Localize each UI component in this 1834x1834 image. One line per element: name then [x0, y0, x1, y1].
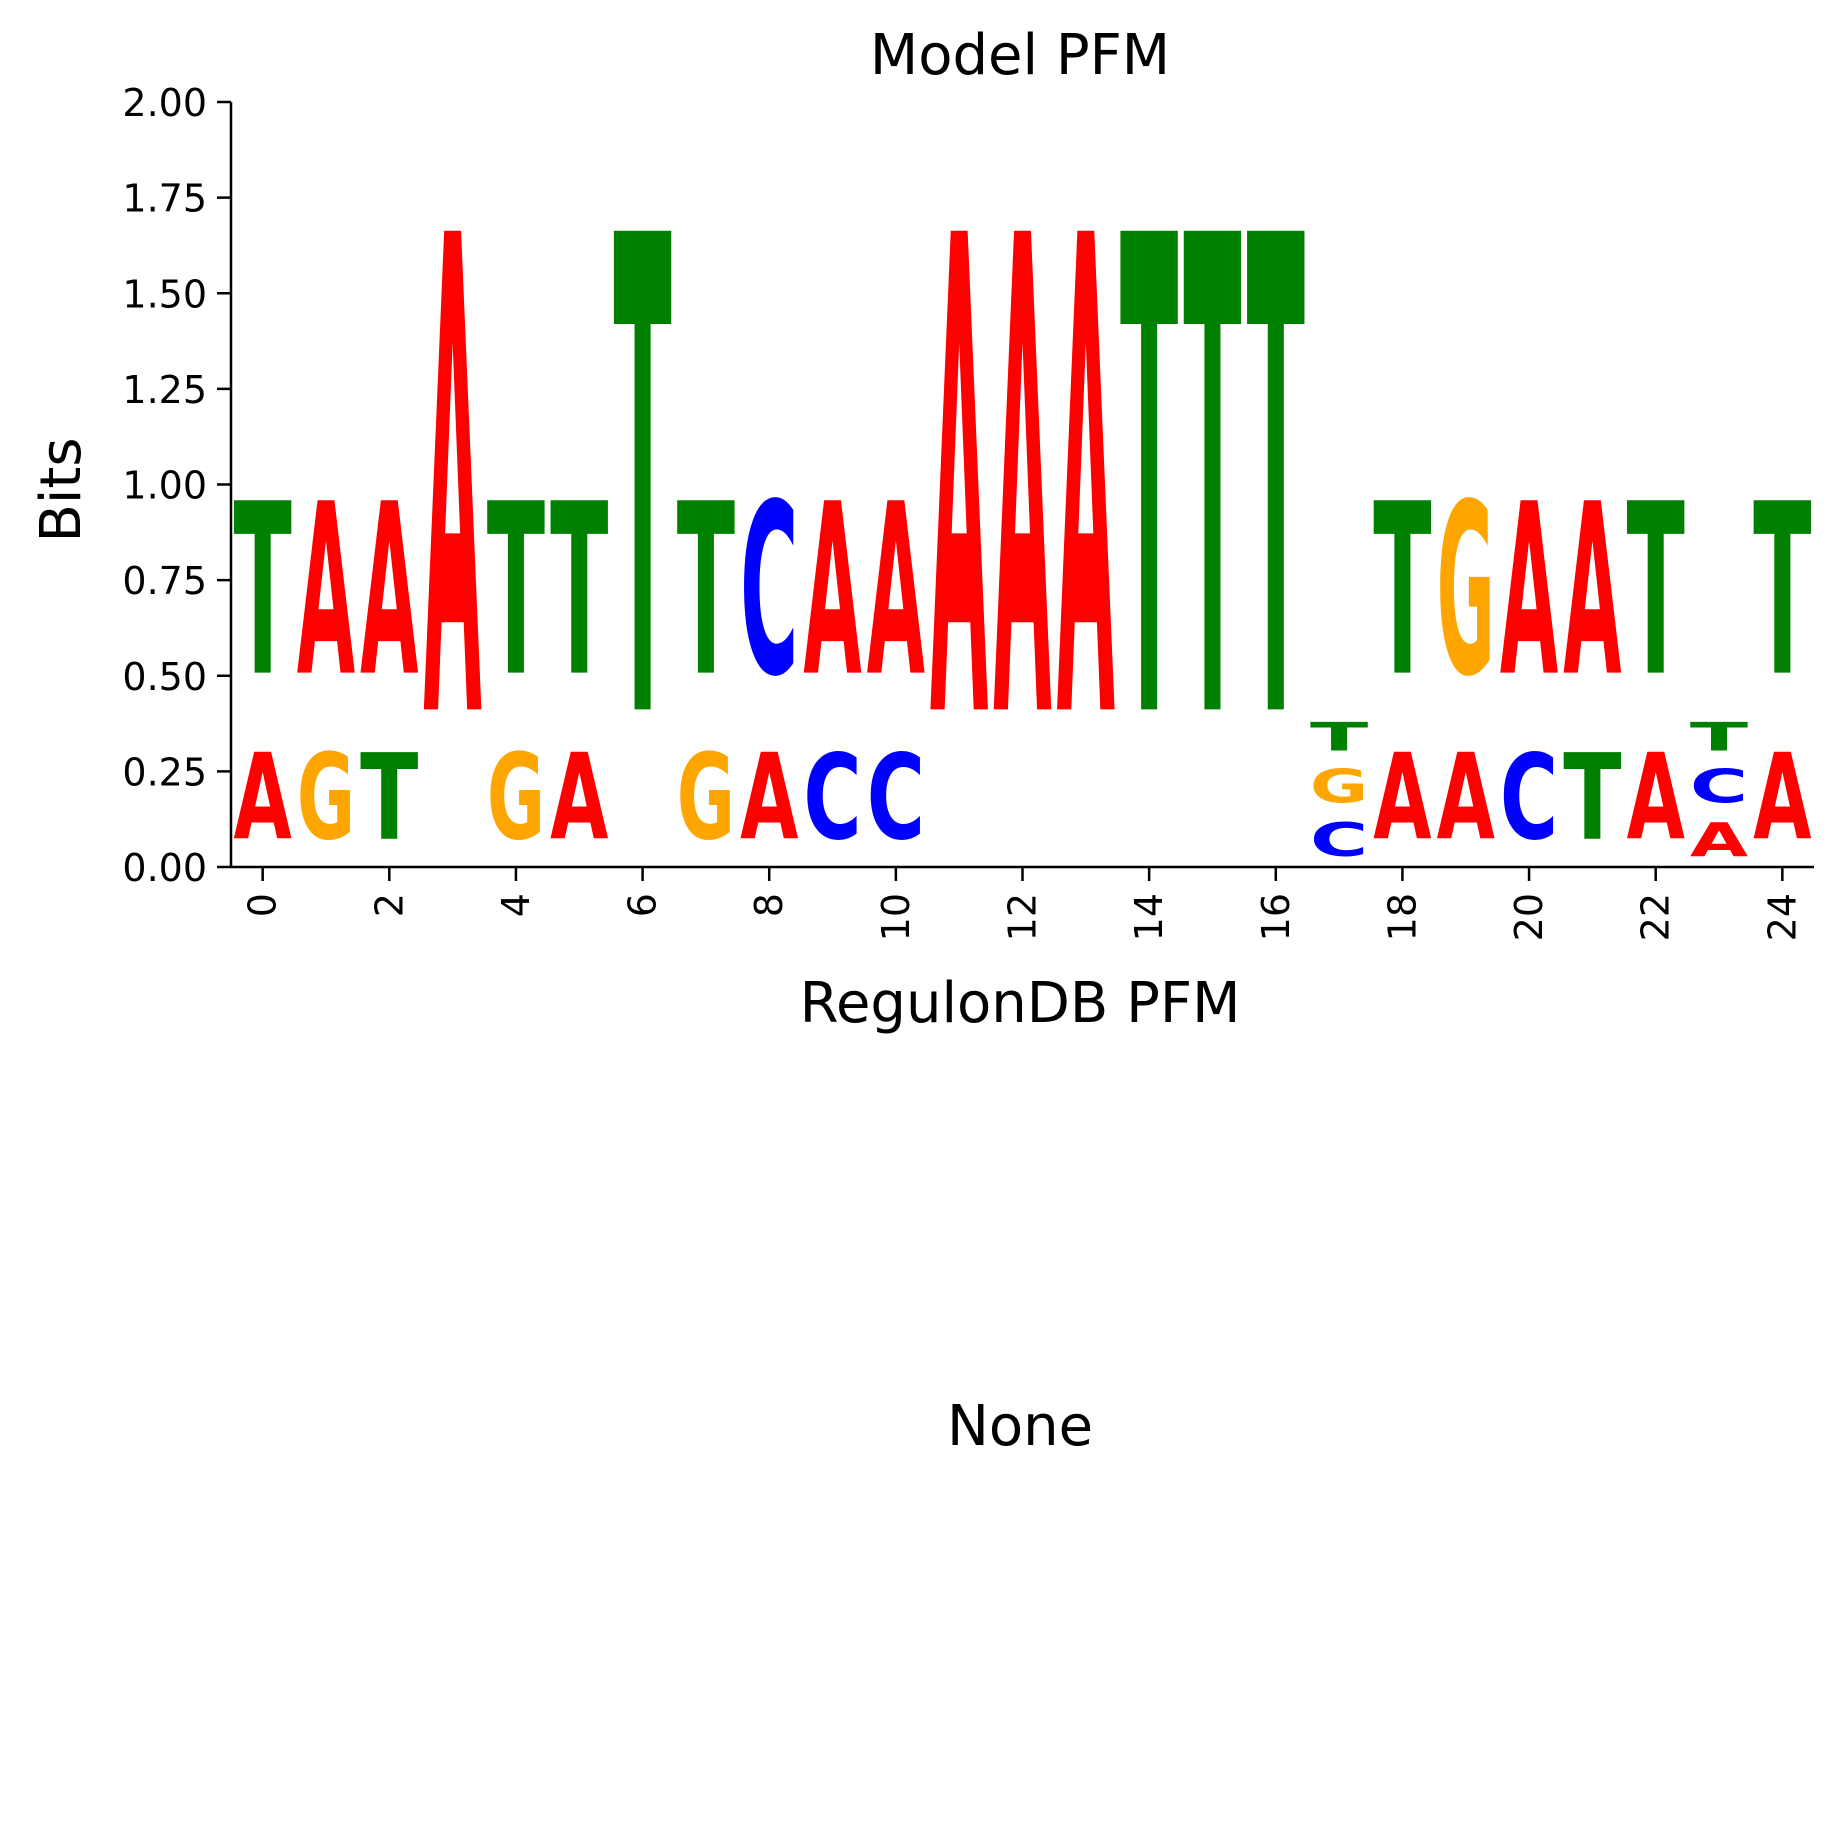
x-tick-label: 6 — [621, 893, 665, 917]
y-tick-label: 2.00 — [122, 81, 207, 125]
logo-letter-A: A — [234, 730, 292, 867]
x-tick-label: 18 — [1380, 893, 1424, 941]
logo-letter-A: A — [1057, 101, 1116, 865]
x-tick-label: 8 — [747, 893, 791, 917]
x-tick-label: 22 — [1634, 893, 1678, 941]
x-tick-label: 4 — [494, 893, 538, 917]
logo-letter-G: G — [1437, 454, 1495, 729]
logo-letter-T: T — [677, 453, 735, 728]
logo-letter-T: T — [487, 453, 545, 728]
logo-letter-A: A — [360, 454, 418, 729]
x-tick-label: 20 — [1507, 893, 1551, 941]
x-tick-label: 14 — [1127, 893, 1171, 941]
logo-letter-A: A — [297, 454, 355, 729]
x-tick-label: 24 — [1760, 893, 1804, 941]
y-tick-label: 0.50 — [122, 655, 207, 699]
logo-letter-T: T — [360, 730, 418, 868]
logo-letter-C: C — [740, 453, 798, 729]
x-tick-label: 16 — [1254, 893, 1298, 941]
logo-letter-T: T — [1247, 101, 1306, 865]
logo-letter-C: C — [1500, 729, 1558, 866]
logo-letter-G: G — [297, 730, 355, 867]
logo-letter-T: T — [234, 453, 292, 728]
logo-letter-A: A — [1753, 730, 1811, 867]
logo-letter-T: T — [1183, 101, 1242, 865]
logo-letter-A: A — [423, 101, 482, 865]
y-tick-label: 0.75 — [122, 559, 207, 603]
x-axis-label: RegulonDB PFM — [800, 971, 1241, 1036]
y-axis-ticks: 0.00 0.25 0.50 0.75 1.00 1.25 1.50 1.75 2.00 — [122, 81, 231, 890]
chart-title: Model PFM — [870, 23, 1170, 88]
logo-letter-T: T — [1690, 714, 1748, 760]
logo-letter-T: T — [1120, 101, 1179, 865]
y-tick-label: 1.25 — [122, 368, 207, 412]
logo-letter-A: A — [1627, 730, 1685, 867]
logo-letter-T: T — [1753, 453, 1811, 728]
logo-letter-A: A — [1437, 730, 1495, 867]
logo-letter-G: G — [487, 730, 545, 867]
y-tick-label: 0.25 — [122, 750, 207, 794]
logo-letter-C: C — [1310, 814, 1368, 867]
logo-letter-A: A — [867, 454, 925, 729]
logo-letter-A: A — [1563, 454, 1621, 729]
logo-letter-T: T — [1563, 730, 1621, 868]
logo-letter-T: T — [613, 101, 672, 865]
x-axis-ticks: 0 2 4 6 8 10 12 14 16 18 20 22 24 — [241, 867, 1804, 941]
logo-letter-A: A — [1500, 454, 1558, 729]
logo-letter-A: A — [1373, 730, 1431, 867]
logo-letter-C: C — [867, 729, 925, 866]
x-tick-label: 2 — [367, 893, 411, 917]
logo-letter-G: G — [677, 730, 735, 867]
y-tick-label: 1.00 — [122, 464, 207, 508]
y-tick-label: 0.00 — [122, 846, 207, 890]
x-tick-label: 0 — [241, 893, 285, 917]
x-tick-label: 10 — [874, 893, 918, 941]
logo-letter-A: A — [550, 730, 608, 867]
logo-letter-T: T — [1310, 714, 1368, 760]
logo-letter-C: C — [1690, 761, 1748, 814]
y-tick-label: 1.75 — [122, 177, 207, 221]
logo-letter-T: T — [1373, 453, 1431, 728]
logo-letter-T: T — [1627, 453, 1685, 728]
logo-letter-A: A — [1690, 813, 1748, 867]
logo-letter-A: A — [740, 730, 798, 867]
logo-letter-T: T — [550, 453, 608, 728]
lower-panel-title: None — [947, 1394, 1093, 1459]
logo-letter-A: A — [930, 101, 989, 865]
y-axis-label: Bits — [29, 437, 94, 542]
logo-letter-A: A — [803, 454, 861, 729]
y-tick-label: 1.50 — [122, 272, 207, 316]
logo-letter-C: C — [803, 729, 861, 866]
logo-letter-G: G — [1310, 761, 1368, 814]
logo-letter-A: A — [993, 101, 1052, 865]
x-tick-label: 12 — [1001, 893, 1045, 941]
